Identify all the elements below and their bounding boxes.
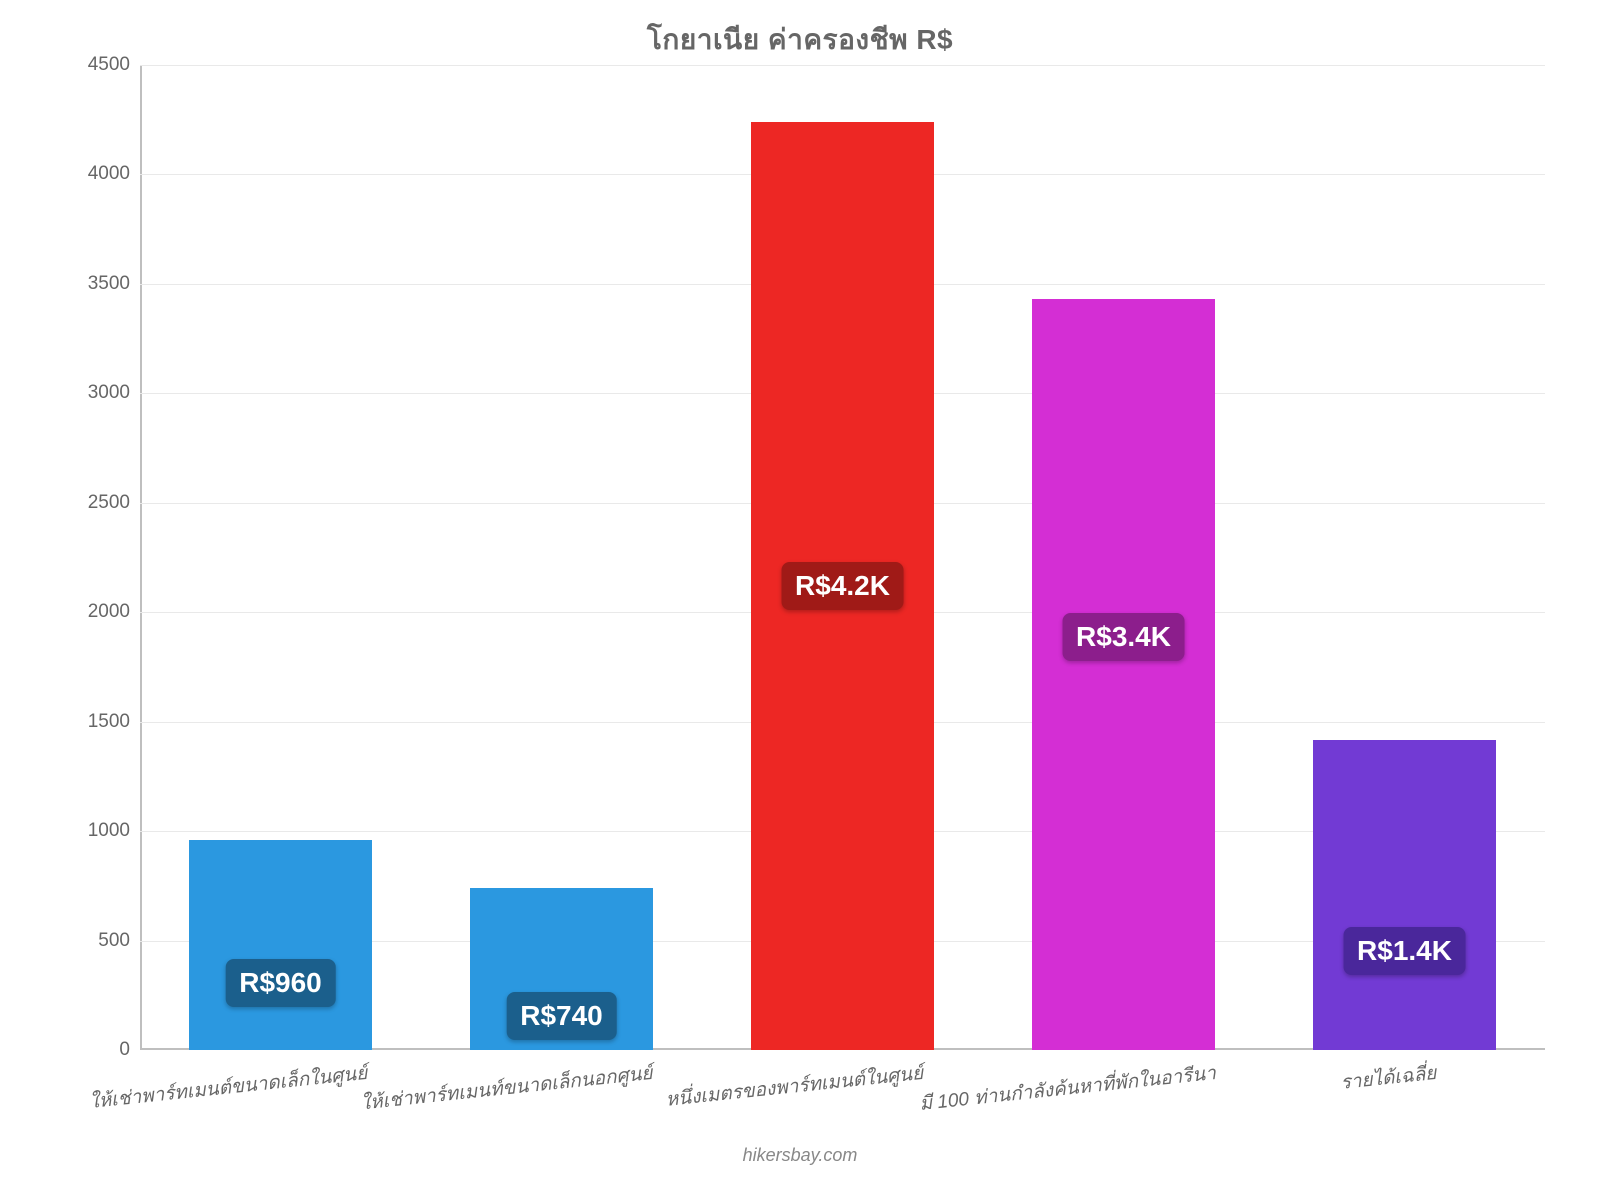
- x-tick-label: หนึ่งเมตรของพาร์ทเมนต์ในศูนย์: [663, 1050, 924, 1115]
- y-tick-label: 2500: [88, 492, 140, 514]
- bar-value-label: R$1.4K: [1343, 927, 1466, 975]
- y-tick-label: 500: [98, 930, 140, 952]
- y-tick-label: 1000: [88, 820, 140, 842]
- bar-value-label: R$960: [225, 959, 336, 1007]
- bar: [189, 840, 372, 1050]
- chart-container: โกยาเนีย ค่าครองชีพ R$ 05001000150020002…: [0, 0, 1600, 1200]
- y-tick-label: 2000: [88, 601, 140, 623]
- bar: [1032, 299, 1215, 1050]
- plot-area: 050010001500200025003000350040004500R$96…: [140, 65, 1545, 1050]
- y-tick-label: 1500: [88, 711, 140, 733]
- bar-value-label: R$4.2K: [781, 562, 904, 610]
- grid-line: [140, 65, 1545, 66]
- attribution: hikersbay.com: [0, 1145, 1600, 1166]
- y-tick-label: 4000: [88, 163, 140, 185]
- chart-title: โกยาเนีย ค่าครองชีพ R$: [0, 18, 1600, 62]
- y-tick-label: 3000: [88, 382, 140, 404]
- bar-value-label: R$3.4K: [1062, 613, 1185, 661]
- x-tick-label: มี 100 ท่านกำลังค้นหาที่พักในอารีนา: [917, 1050, 1217, 1119]
- bar: [1313, 740, 1496, 1050]
- y-axis: [140, 65, 142, 1050]
- y-tick-label: 4500: [88, 54, 140, 76]
- y-tick-label: 3500: [88, 273, 140, 295]
- x-tick-label: ให้เช่าพาร์ทเมนท์ขนาดเล็กนอกศูนย์: [358, 1050, 653, 1118]
- bar-value-label: R$740: [506, 992, 617, 1040]
- y-tick-label: 0: [119, 1039, 140, 1061]
- x-tick-label: รายได้เฉลี่ย: [1338, 1050, 1438, 1098]
